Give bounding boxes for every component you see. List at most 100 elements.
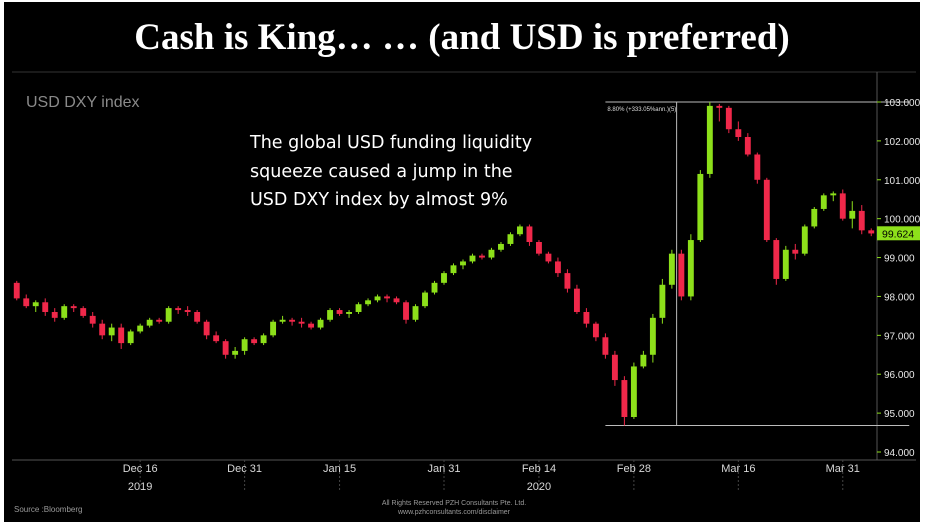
candle-down bbox=[403, 302, 409, 320]
candle-down bbox=[184, 310, 191, 312]
slide: Cash is King… … (and USD is preferred) 8… bbox=[4, 2, 920, 522]
candle-up bbox=[279, 319, 286, 322]
candle-up bbox=[517, 226, 523, 235]
candle-down bbox=[23, 298, 30, 307]
candle-up bbox=[460, 261, 466, 266]
dxy-candlestick-chart: 8.80% (+333.05%ann.)(5) 94.000 95.000 96.0… bbox=[12, 71, 920, 493]
candle-down bbox=[792, 249, 799, 254]
candle-down bbox=[554, 261, 561, 274]
candle-up bbox=[431, 282, 438, 293]
candle-down bbox=[839, 193, 846, 219]
candle-down bbox=[773, 240, 780, 279]
candle-down bbox=[868, 230, 875, 234]
candle-up bbox=[811, 208, 818, 227]
candle-up bbox=[706, 105, 713, 174]
candle-down bbox=[393, 298, 400, 303]
x-tick-label: Jan 31 bbox=[427, 463, 460, 475]
candle-up bbox=[630, 366, 637, 417]
candle-up bbox=[801, 226, 808, 254]
candle-down bbox=[583, 312, 590, 324]
candle-down bbox=[336, 310, 343, 314]
candles bbox=[13, 102, 875, 426]
candle-up bbox=[127, 331, 134, 344]
y-tick-label: 98.000 bbox=[884, 292, 915, 303]
measure-label: 8.80% (+333.05%ann.)(5) bbox=[607, 107, 676, 113]
candle-up bbox=[165, 308, 172, 322]
candle-down bbox=[479, 255, 485, 258]
candle-up bbox=[782, 249, 789, 279]
candle-up bbox=[374, 296, 381, 301]
candle-up bbox=[820, 195, 827, 209]
candle-up bbox=[32, 302, 39, 307]
candle-up bbox=[659, 284, 666, 318]
candle-down bbox=[744, 137, 751, 155]
candle-up bbox=[137, 325, 144, 332]
candle-up bbox=[849, 210, 856, 219]
candle-down bbox=[298, 321, 305, 324]
candle-down bbox=[754, 154, 761, 180]
candle-up bbox=[241, 339, 248, 351]
x-tick-label: Feb 14 bbox=[522, 463, 556, 475]
y-tick-label: 102.000 bbox=[884, 137, 920, 148]
candle-down bbox=[203, 321, 210, 336]
candle-down bbox=[70, 306, 77, 309]
source-note: Source :Bloomberg bbox=[14, 505, 83, 514]
grid-lines bbox=[12, 71, 916, 461]
candle-up bbox=[422, 292, 428, 307]
candle-up bbox=[830, 193, 837, 196]
chart-title: USD DXY index bbox=[26, 94, 140, 111]
x-tick-label: Dec 16 bbox=[123, 463, 158, 475]
x-tick-label: Mar 31 bbox=[826, 463, 860, 475]
y-tick-label: 96.000 bbox=[884, 370, 915, 381]
annotation-line-1: The global USD funding liquidity bbox=[249, 133, 532, 153]
x-tick-label: Jan 15 bbox=[323, 463, 356, 475]
candle-up bbox=[498, 243, 504, 250]
candle-down bbox=[42, 302, 49, 312]
candle-up bbox=[346, 312, 352, 314]
candle-up bbox=[469, 255, 476, 262]
candle-down bbox=[13, 282, 20, 299]
candle-down bbox=[678, 253, 685, 297]
candle-down bbox=[602, 337, 609, 355]
slide-title: Cash is King… … (and USD is preferred) bbox=[134, 17, 790, 58]
candle-up bbox=[640, 354, 647, 367]
candle-up bbox=[668, 253, 675, 285]
candle-down bbox=[545, 253, 552, 262]
x-tick-label: Dec 31 bbox=[227, 463, 262, 475]
measure-tool: 8.80% (+333.05%ann.)(5) bbox=[605, 101, 910, 427]
candle-up bbox=[450, 265, 457, 274]
candle-up bbox=[441, 273, 447, 283]
y-tick-label: 99.000 bbox=[884, 254, 915, 265]
annotation-line-2: squeeze caused a jump in the bbox=[250, 162, 513, 182]
candle-up bbox=[327, 310, 334, 320]
candle-down bbox=[89, 315, 96, 324]
candle-up bbox=[649, 317, 656, 355]
candle-down bbox=[384, 296, 390, 299]
annotation-text: The global USD funding liquidity squeeze… bbox=[249, 133, 538, 210]
candle-down bbox=[763, 179, 770, 241]
y-tick-label: 97.000 bbox=[884, 331, 915, 342]
candle-up bbox=[146, 319, 153, 326]
candle-down bbox=[80, 308, 87, 316]
candle-down bbox=[573, 288, 580, 312]
candle-down bbox=[858, 210, 865, 231]
candle-down bbox=[156, 319, 163, 322]
candle-up bbox=[687, 240, 694, 297]
candle-up bbox=[270, 321, 277, 336]
candle-down bbox=[99, 323, 106, 336]
y-tick-label: 101.000 bbox=[884, 176, 920, 187]
candle-down bbox=[735, 129, 742, 137]
candle-down bbox=[289, 319, 296, 322]
candle-up bbox=[507, 234, 514, 244]
y-tick-label: 95.000 bbox=[884, 409, 915, 420]
candle-up bbox=[61, 306, 68, 318]
y-tick-label: 94.000 bbox=[884, 448, 915, 459]
candle-down bbox=[251, 339, 258, 344]
x-year-label: 2019 bbox=[128, 481, 152, 493]
candle-up bbox=[365, 300, 371, 305]
candle-up bbox=[355, 304, 362, 312]
candle-up bbox=[232, 350, 239, 355]
candle-down bbox=[526, 226, 533, 242]
candle-up bbox=[412, 306, 419, 320]
candle-down bbox=[194, 312, 201, 322]
